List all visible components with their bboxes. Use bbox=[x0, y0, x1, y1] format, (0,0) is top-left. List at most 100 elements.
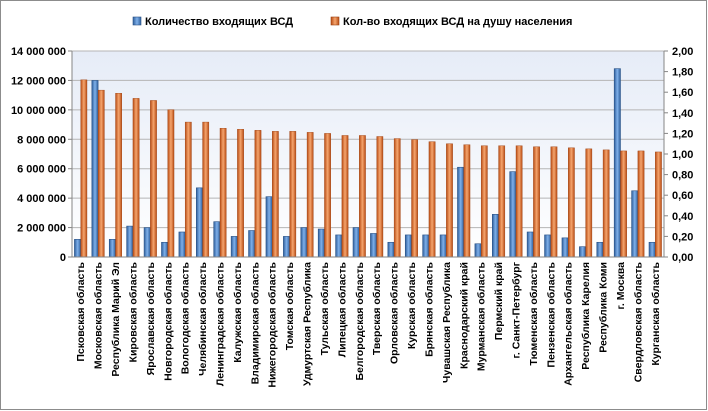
bar-vsd-count bbox=[265, 196, 273, 258]
bar-vsd-count bbox=[126, 225, 134, 258]
category-label: Мурманская область bbox=[476, 261, 488, 371]
tick-label-left: 12 000 000 bbox=[11, 75, 66, 87]
bar-vsd-count bbox=[178, 231, 186, 258]
category-label: Курская область bbox=[406, 261, 418, 349]
bar-vsd-per-capita bbox=[359, 135, 366, 258]
bar-vsd-per-capita bbox=[115, 93, 122, 258]
plot-area bbox=[72, 51, 664, 257]
tick-label-left: 4 000 000 bbox=[17, 193, 66, 205]
bar-vsd-count bbox=[648, 241, 656, 258]
bar-vsd-count bbox=[74, 239, 82, 258]
category-label: Тульская область bbox=[319, 261, 331, 355]
tick-label-right: 0,00 bbox=[672, 252, 693, 264]
legend-swatch-vsd-per-capita bbox=[330, 16, 340, 26]
bar-vsd-per-capita bbox=[568, 147, 575, 258]
bar-vsd-count bbox=[544, 234, 552, 258]
tick-label-left: 14 000 000 bbox=[11, 46, 66, 58]
bar-vsd-count bbox=[352, 227, 360, 258]
bar-vsd-per-capita bbox=[655, 151, 662, 258]
bar-vsd-per-capita bbox=[533, 146, 540, 258]
bar-vsd-per-capita bbox=[167, 109, 175, 258]
category-label: Ярославская область bbox=[145, 261, 157, 375]
category-label: г. Москва bbox=[615, 262, 627, 310]
bar-vsd-count bbox=[213, 221, 221, 258]
tick-label-right: 1,80 bbox=[672, 67, 693, 79]
tick-label-right: 0,40 bbox=[672, 211, 693, 223]
bar-vsd-count bbox=[161, 241, 169, 258]
bar-vsd-per-capita bbox=[80, 79, 88, 258]
bar-vsd-count bbox=[230, 236, 238, 258]
bar-vsd-count bbox=[196, 187, 203, 258]
bar-vsd-per-capita bbox=[480, 145, 488, 258]
bar-vsd-count bbox=[404, 234, 412, 258]
tick-label-right: 2,00 bbox=[672, 46, 693, 58]
bar-vsd-count bbox=[387, 241, 395, 258]
category-label: Калужская область bbox=[232, 261, 244, 362]
tick-label-right: 0,60 bbox=[672, 190, 693, 202]
tick-label-right: 0,20 bbox=[672, 231, 693, 243]
category-label: Тюменская область bbox=[528, 261, 540, 365]
category-label: Республика Марий Эл bbox=[110, 262, 122, 377]
legend-swatch-vsd-count bbox=[132, 16, 142, 26]
category-label: Кировская область bbox=[127, 261, 139, 362]
y-axis-right: 0,00 0,20 0,40 0,60 0,80 1,00 1,20 1,40 1,60 1,80… bbox=[664, 46, 693, 264]
bar-vsd-count bbox=[370, 233, 378, 258]
legend-label-vsd-count: Количество входящих ВСД bbox=[145, 16, 293, 28]
category-label: Тверская область bbox=[371, 261, 383, 355]
x-axis-categories: Псковская область Московская область Респу… bbox=[75, 261, 662, 387]
category-label: Республика Коми bbox=[598, 262, 610, 353]
bar-vsd-count bbox=[283, 236, 290, 258]
bar-vsd-per-capita bbox=[324, 133, 331, 258]
category-label: Курганская область bbox=[650, 261, 662, 365]
bar-vsd-count bbox=[526, 231, 534, 258]
bar-vsd-count bbox=[91, 80, 99, 258]
bar-vsd-count bbox=[248, 230, 256, 258]
bar-vsd-per-capita bbox=[97, 89, 105, 258]
bar-vsd-per-capita bbox=[620, 150, 627, 258]
category-label: Ленинградская область bbox=[215, 261, 227, 386]
tick-label-right: 1,20 bbox=[672, 128, 693, 140]
legend-label-vsd-per-capita: Кол-во входящих ВСД на душу населения bbox=[343, 16, 572, 28]
category-label: Новгородская область bbox=[162, 261, 174, 380]
tick-label-right: 1,00 bbox=[672, 149, 693, 161]
bar-vsd-per-capita bbox=[515, 145, 523, 258]
category-label: Вологодская область bbox=[180, 261, 192, 374]
bar-vsd-count bbox=[143, 227, 151, 258]
bar-vsd-per-capita bbox=[254, 130, 262, 258]
tick-label-left: 0 bbox=[60, 252, 66, 264]
category-label: Орловская область bbox=[389, 261, 401, 364]
y-axis-left: 0 2 000 000 4 000 000 6 000 000 8 000 000 10 … bbox=[11, 46, 72, 264]
category-label: Республика Карелия bbox=[580, 262, 592, 370]
bar-vsd-per-capita bbox=[602, 149, 610, 258]
category-label: Псковская область bbox=[75, 261, 87, 361]
bar-vsd-per-capita bbox=[202, 121, 210, 258]
bar-vsd-per-capita bbox=[498, 145, 506, 258]
bar-vsd-per-capita bbox=[428, 141, 436, 258]
bar-vsd-count bbox=[561, 237, 569, 258]
category-label: Брянская область bbox=[423, 261, 435, 356]
bar-vsd-per-capita bbox=[585, 148, 593, 258]
category-label: Пермский край bbox=[493, 262, 505, 340]
tick-label-left: 6 000 000 bbox=[17, 164, 66, 176]
bar-vsd-per-capita bbox=[289, 131, 297, 258]
legend: Количество входящих ВСД Кол-во входящих В… bbox=[132, 16, 572, 28]
tick-label-left: 10 000 000 bbox=[11, 105, 66, 117]
bar-vsd-count bbox=[335, 234, 343, 258]
tick-label-right: 1,40 bbox=[672, 108, 693, 120]
bar-vsd-per-capita bbox=[463, 144, 471, 258]
bar-vsd-per-capita bbox=[306, 132, 314, 258]
bar-vsd-per-capita bbox=[272, 131, 279, 258]
category-label: Челябинская область bbox=[197, 261, 209, 375]
bar-vsd-count bbox=[631, 190, 639, 258]
bar-vsd-count bbox=[439, 234, 447, 258]
bar-vsd-per-capita bbox=[184, 121, 192, 258]
category-label: Свердловская область bbox=[632, 261, 644, 382]
bar-vsd-count bbox=[509, 171, 517, 258]
bar-vsd-per-capita bbox=[376, 136, 384, 258]
bar-vsd-per-capita bbox=[550, 146, 558, 258]
tick-label-right: 0,80 bbox=[672, 170, 693, 182]
bar-vsd-per-capita bbox=[219, 128, 227, 258]
tick-label-right: 1,60 bbox=[672, 87, 693, 99]
bar-vsd-count bbox=[300, 227, 308, 258]
